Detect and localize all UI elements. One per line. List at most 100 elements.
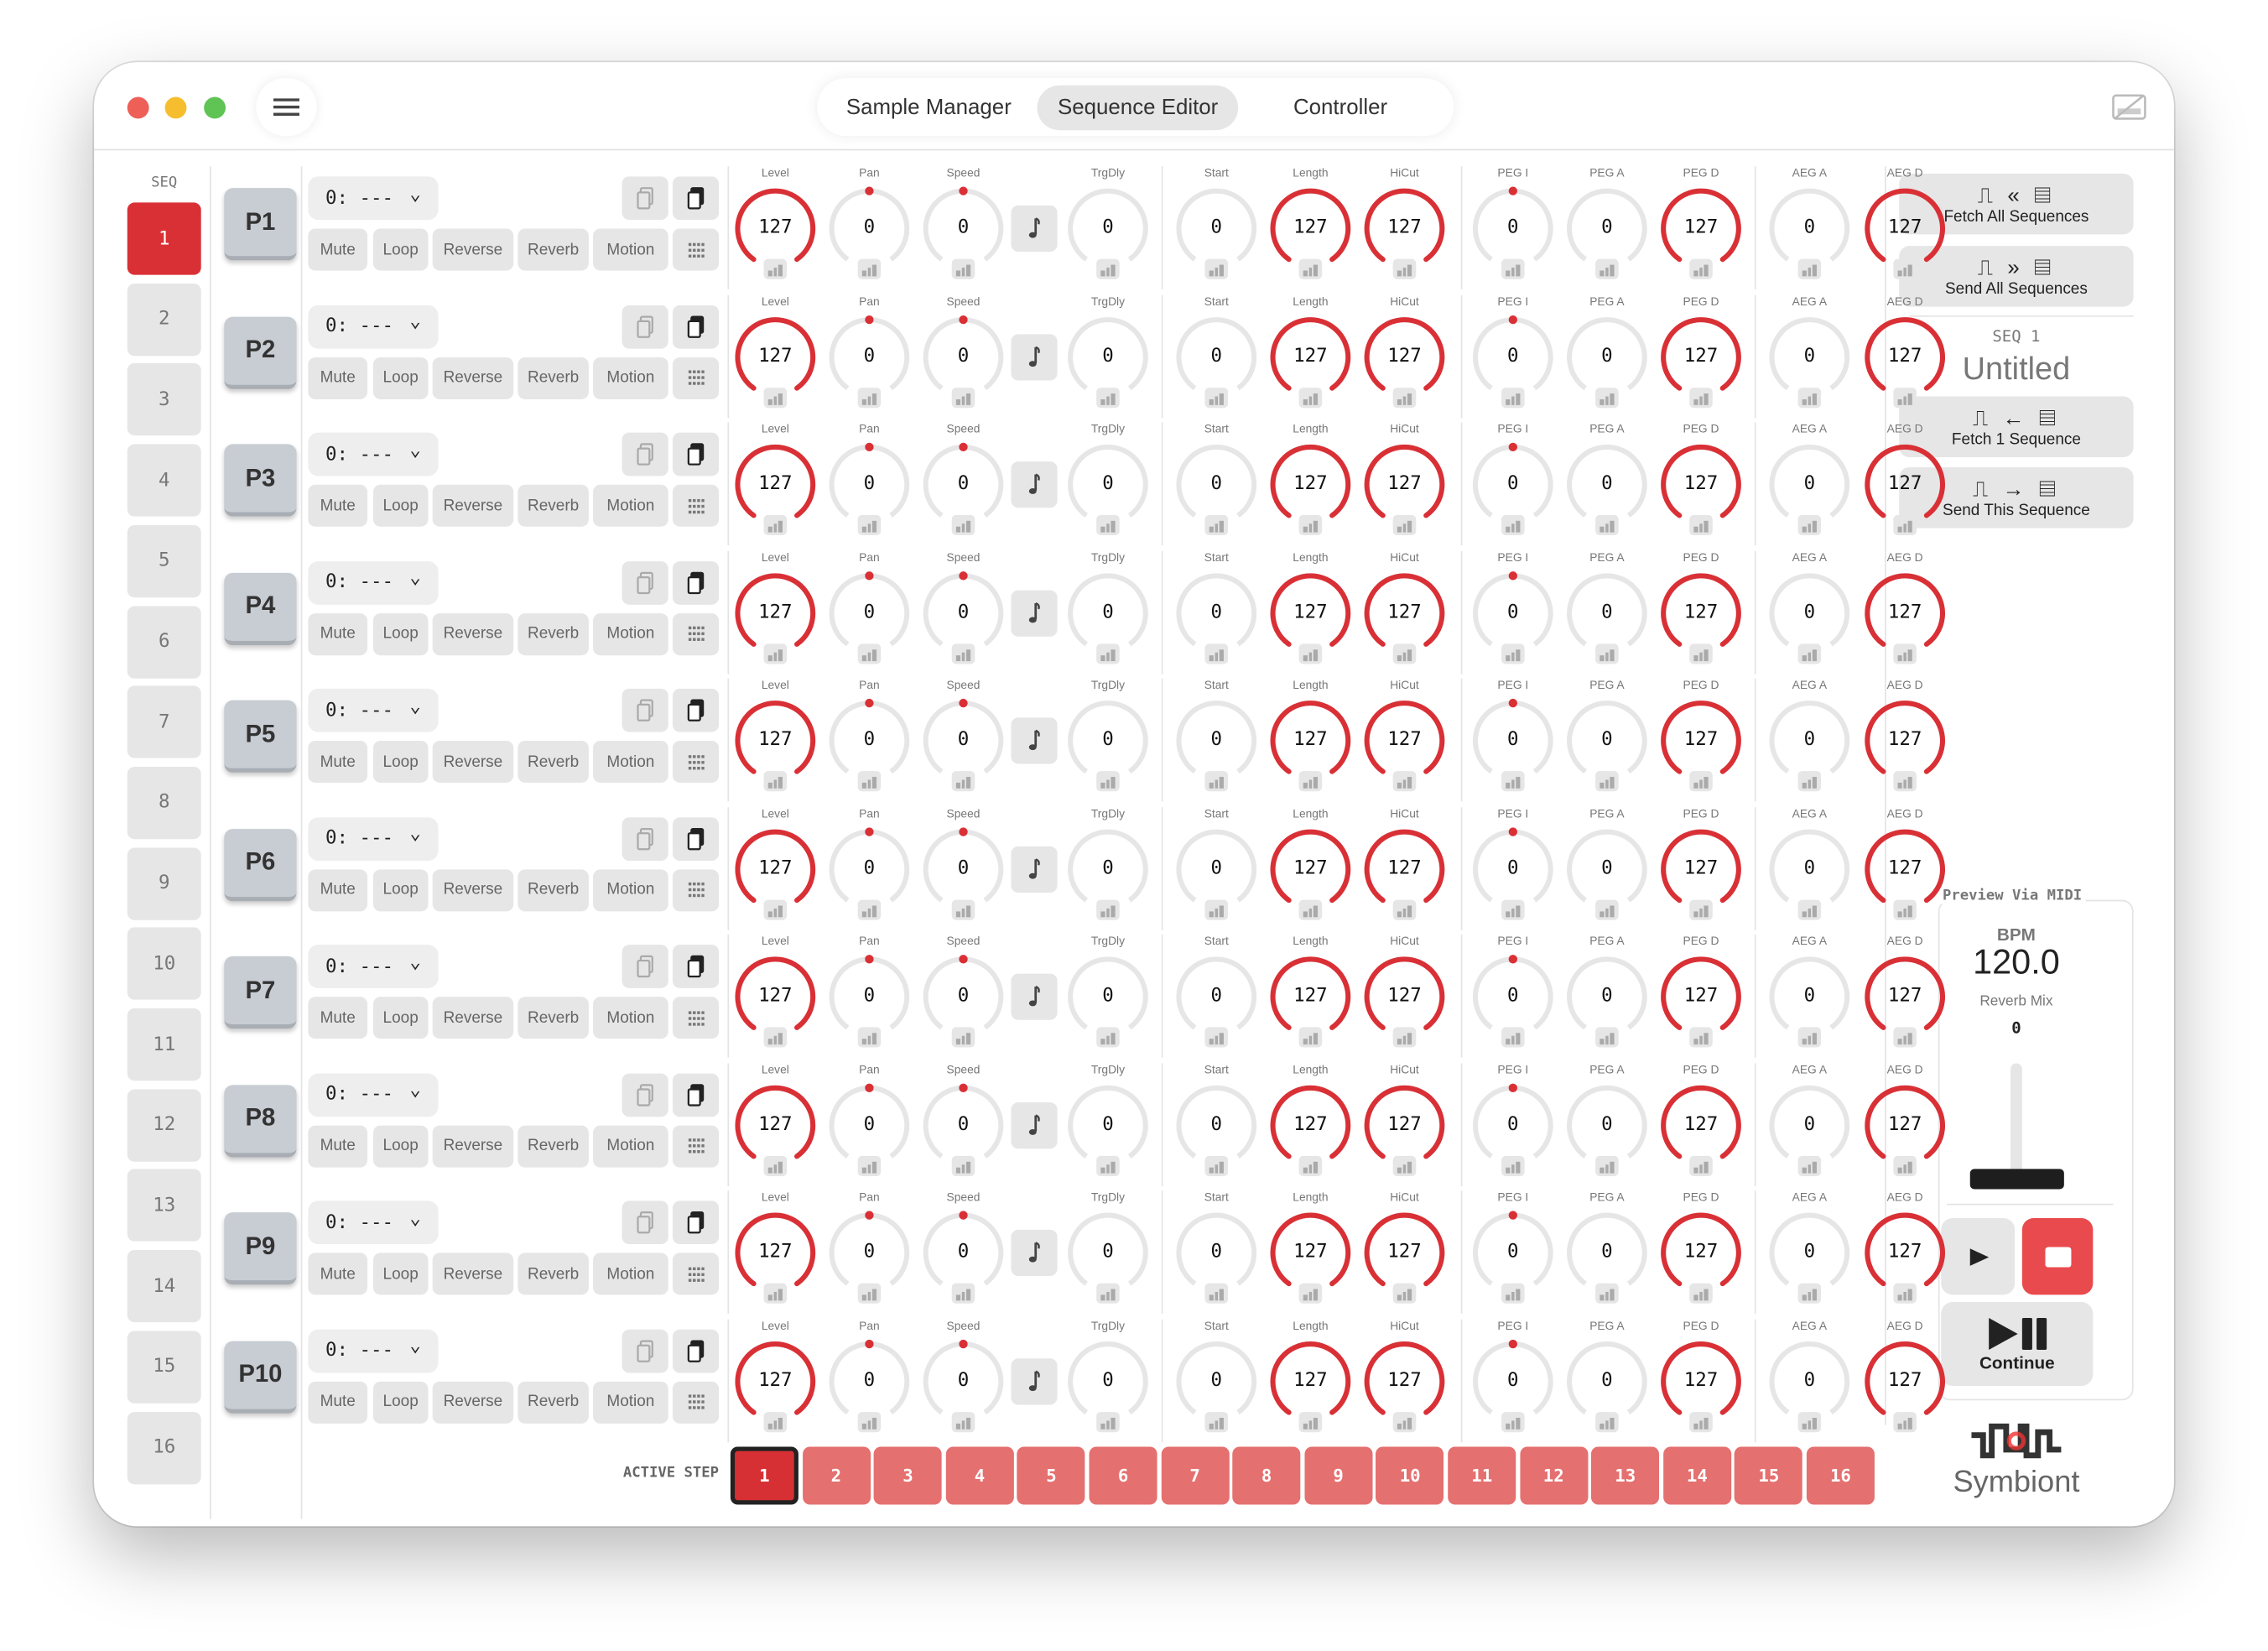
knob-start[interactable] xyxy=(1170,1079,1262,1171)
step-button-2[interactable]: 2 xyxy=(802,1446,871,1505)
modulation-icon[interactable] xyxy=(1797,387,1822,408)
sample-select[interactable]: 0: --- ⌄ xyxy=(308,945,439,988)
knob-aeg-d[interactable] xyxy=(1859,310,1951,403)
step-grid-button[interactable] xyxy=(672,1124,720,1167)
knob-peg-a[interactable] xyxy=(1561,566,1653,659)
modulation-icon[interactable] xyxy=(1797,514,1822,536)
reverse-toggle[interactable]: Reverse xyxy=(432,484,514,527)
loop-toggle[interactable]: Loop xyxy=(372,228,429,271)
modulation-icon[interactable] xyxy=(1501,387,1525,408)
modulation-icon[interactable] xyxy=(1096,1411,1120,1432)
motion-toggle[interactable]: Motion xyxy=(593,740,668,783)
modulation-icon[interactable] xyxy=(857,771,882,792)
sample-select[interactable]: 0: --- ⌄ xyxy=(308,688,439,732)
modulation-icon[interactable] xyxy=(1797,898,1822,919)
modulation-icon[interactable] xyxy=(1501,1411,1525,1432)
step-button-6[interactable]: 6 xyxy=(1089,1446,1157,1505)
modulation-icon[interactable] xyxy=(1595,1155,1619,1176)
modulation-icon[interactable] xyxy=(763,387,788,408)
modulation-icon[interactable] xyxy=(857,1283,882,1304)
modulation-icon[interactable] xyxy=(1392,1283,1417,1304)
copy-pattern-button[interactable] xyxy=(622,816,668,861)
modulation-icon[interactable] xyxy=(1501,1027,1525,1048)
knob-peg-d[interactable] xyxy=(1655,439,1747,531)
pattern-button-p1[interactable]: P1 xyxy=(224,188,297,261)
reverb-slider-thumb[interactable] xyxy=(1969,1169,2064,1190)
modulation-icon[interactable] xyxy=(1893,514,1917,536)
modulation-icon[interactable] xyxy=(1893,258,1917,279)
knob-peg-a[interactable] xyxy=(1561,695,1653,787)
pattern-button-p7[interactable]: P7 xyxy=(224,956,297,1029)
sample-select[interactable]: 0: --- ⌄ xyxy=(308,432,439,477)
knob-hicut[interactable] xyxy=(1358,566,1450,659)
modulation-icon[interactable] xyxy=(1392,1411,1417,1432)
knob-peg-i[interactable] xyxy=(1467,566,1559,659)
loop-toggle[interactable]: Loop xyxy=(372,612,429,655)
step-button-8[interactable]: 8 xyxy=(1232,1446,1301,1505)
reverse-toggle[interactable]: Reverse xyxy=(432,228,514,271)
modulation-icon[interactable] xyxy=(1096,258,1120,279)
knob-aeg-a[interactable] xyxy=(1763,950,1855,1043)
modulation-icon[interactable] xyxy=(1893,1155,1917,1176)
motion-toggle[interactable]: Motion xyxy=(593,1253,668,1295)
modulation-icon[interactable] xyxy=(1595,643,1619,664)
modulation-icon[interactable] xyxy=(1298,387,1323,408)
modulation-icon[interactable] xyxy=(1298,643,1323,664)
paste-pattern-button[interactable] xyxy=(672,816,720,861)
step-button-1[interactable]: 1 xyxy=(730,1446,798,1505)
modulation-icon[interactable] xyxy=(1797,1283,1822,1304)
knob-length[interactable] xyxy=(1264,695,1356,787)
step-button-5[interactable]: 5 xyxy=(1017,1446,1086,1505)
copy-pattern-button[interactable] xyxy=(622,945,668,988)
mute-toggle[interactable]: Mute xyxy=(308,1253,368,1295)
knob-aeg-a[interactable] xyxy=(1763,1079,1855,1171)
play-button[interactable] xyxy=(1941,1218,2016,1295)
menu-button[interactable] xyxy=(256,78,317,137)
modulation-icon[interactable] xyxy=(1096,1027,1120,1048)
knob-level[interactable] xyxy=(729,182,821,274)
motion-toggle[interactable]: Motion xyxy=(593,228,668,271)
modulation-icon[interactable] xyxy=(1096,387,1120,408)
reverb-slider-track[interactable] xyxy=(2011,1063,2022,1187)
knob-peg-d[interactable] xyxy=(1655,310,1747,403)
knob-aeg-a[interactable] xyxy=(1763,310,1855,403)
knob-trgdly[interactable] xyxy=(1062,439,1154,531)
knob-pan[interactable] xyxy=(823,439,915,531)
copy-pattern-button[interactable] xyxy=(622,432,668,477)
loop-toggle[interactable]: Loop xyxy=(372,997,429,1039)
knob-trgdly[interactable] xyxy=(1062,695,1154,787)
knob-hicut[interactable] xyxy=(1358,310,1450,403)
modulation-icon[interactable] xyxy=(857,1411,882,1432)
mute-toggle[interactable]: Mute xyxy=(308,1381,368,1424)
modulation-icon[interactable] xyxy=(1298,514,1323,536)
motion-toggle[interactable]: Motion xyxy=(593,997,668,1039)
reverse-toggle[interactable]: Reverse xyxy=(432,997,514,1039)
knob-length[interactable] xyxy=(1264,439,1356,531)
modulation-icon[interactable] xyxy=(1501,258,1525,279)
sequence-button-10[interactable]: 10 xyxy=(127,927,201,1001)
step-button-12[interactable]: 12 xyxy=(1519,1446,1588,1505)
reverb-toggle[interactable]: Reverb xyxy=(518,868,589,911)
close-window-button[interactable] xyxy=(127,96,149,119)
knob-hicut[interactable] xyxy=(1358,1206,1450,1299)
modulation-icon[interactable] xyxy=(1595,771,1619,792)
knob-trgdly[interactable] xyxy=(1062,566,1154,659)
sample-select[interactable]: 0: --- ⌄ xyxy=(308,816,439,861)
modulation-icon[interactable] xyxy=(1595,1283,1619,1304)
pattern-button-p9[interactable]: P9 xyxy=(224,1212,297,1285)
knob-level[interactable] xyxy=(729,310,821,403)
knob-trgdly[interactable] xyxy=(1062,310,1154,403)
mute-toggle[interactable]: Mute xyxy=(308,484,368,527)
motion-toggle[interactable]: Motion xyxy=(593,484,668,527)
modulation-icon[interactable] xyxy=(1595,898,1619,919)
knob-peg-i[interactable] xyxy=(1467,1079,1559,1171)
knob-speed[interactable] xyxy=(917,695,1009,787)
modulation-icon[interactable] xyxy=(1893,1027,1917,1048)
mute-toggle[interactable]: Mute xyxy=(308,740,368,783)
pattern-button-p8[interactable]: P8 xyxy=(224,1084,297,1157)
tab-controller[interactable]: Controller xyxy=(1293,94,1388,120)
knob-aeg-a[interactable] xyxy=(1763,822,1855,914)
knob-hicut[interactable] xyxy=(1358,1079,1450,1171)
trigger-note-button[interactable] xyxy=(1011,845,1058,893)
knob-aeg-d[interactable] xyxy=(1859,439,1951,531)
